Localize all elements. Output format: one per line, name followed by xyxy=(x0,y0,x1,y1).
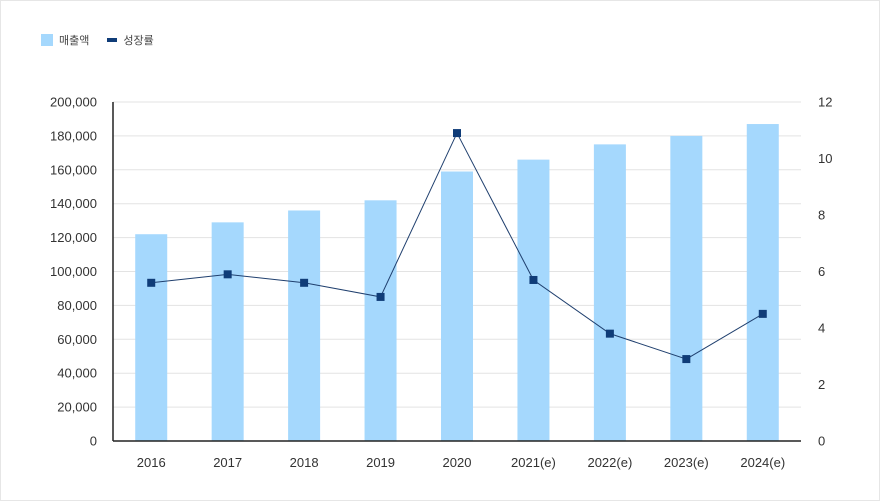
y-left-tick-label: 40,000 xyxy=(57,366,97,381)
bar xyxy=(517,159,550,441)
legend-item-sales: 매출액 xyxy=(41,32,89,48)
y-left-tick-label: 20,000 xyxy=(57,400,97,415)
growth-marker xyxy=(529,275,538,284)
growth-marker xyxy=(300,278,309,287)
bar xyxy=(670,135,703,441)
y-right-tick-label: 4 xyxy=(818,321,825,336)
bar xyxy=(288,210,321,441)
growth-marker xyxy=(453,129,461,138)
y-left-tick-label: 60,000 xyxy=(57,332,97,347)
y-left-tick-label: 0 xyxy=(90,434,97,449)
growth-marker xyxy=(147,278,156,287)
x-tick-label: 2024(e) xyxy=(740,455,785,470)
legend-item-growth: 성장률 xyxy=(107,32,154,48)
legend: 매출액 성장률 xyxy=(41,32,172,48)
y-right-tick-label: 8 xyxy=(818,208,825,223)
y-left-tick-label: 160,000 xyxy=(50,162,97,177)
x-tick-label: 2020 xyxy=(443,455,472,470)
y-left-tick-label: 80,000 xyxy=(57,298,97,313)
growth-marker xyxy=(376,292,385,301)
x-tick-label: 2021(e) xyxy=(511,455,556,470)
growth-marker xyxy=(682,355,691,364)
bar xyxy=(593,144,626,441)
x-tick-label: 2017 xyxy=(213,455,242,470)
bar xyxy=(135,234,168,441)
y-left-tick-label: 120,000 xyxy=(50,230,97,245)
y-left-tick-label: 100,000 xyxy=(50,264,97,279)
y-right-tick-label: 6 xyxy=(818,264,825,279)
growth-marker xyxy=(223,270,232,279)
y-left-tick-label: 200,000 xyxy=(50,95,97,110)
y-right-tick-label: 2 xyxy=(818,377,825,392)
x-tick-label: 2023(e) xyxy=(664,455,709,470)
legend-swatch-bar xyxy=(41,34,53,46)
bar xyxy=(441,171,473,441)
legend-label-sales: 매출액 xyxy=(59,35,90,47)
x-tick-label: 2019 xyxy=(366,455,395,470)
x-tick-label: 2016 xyxy=(137,455,166,470)
y-left-tick-label: 140,000 xyxy=(50,196,97,211)
y-left-tick-label: 180,000 xyxy=(50,128,97,143)
bar xyxy=(364,200,397,441)
y-right-tick-label: 0 xyxy=(818,434,825,449)
x-tick-label: 2018 xyxy=(290,455,319,470)
growth-marker xyxy=(605,329,614,338)
x-tick-label: 2022(e) xyxy=(587,455,632,470)
y-right-tick-label: 10 xyxy=(818,151,832,166)
bar xyxy=(746,124,779,441)
bar xyxy=(211,222,244,441)
growth-marker xyxy=(758,309,767,318)
legend-label-growth: 성장률 xyxy=(123,35,154,47)
legend-swatch-line xyxy=(107,38,118,42)
y-right-tick-label: 12 xyxy=(818,95,832,110)
